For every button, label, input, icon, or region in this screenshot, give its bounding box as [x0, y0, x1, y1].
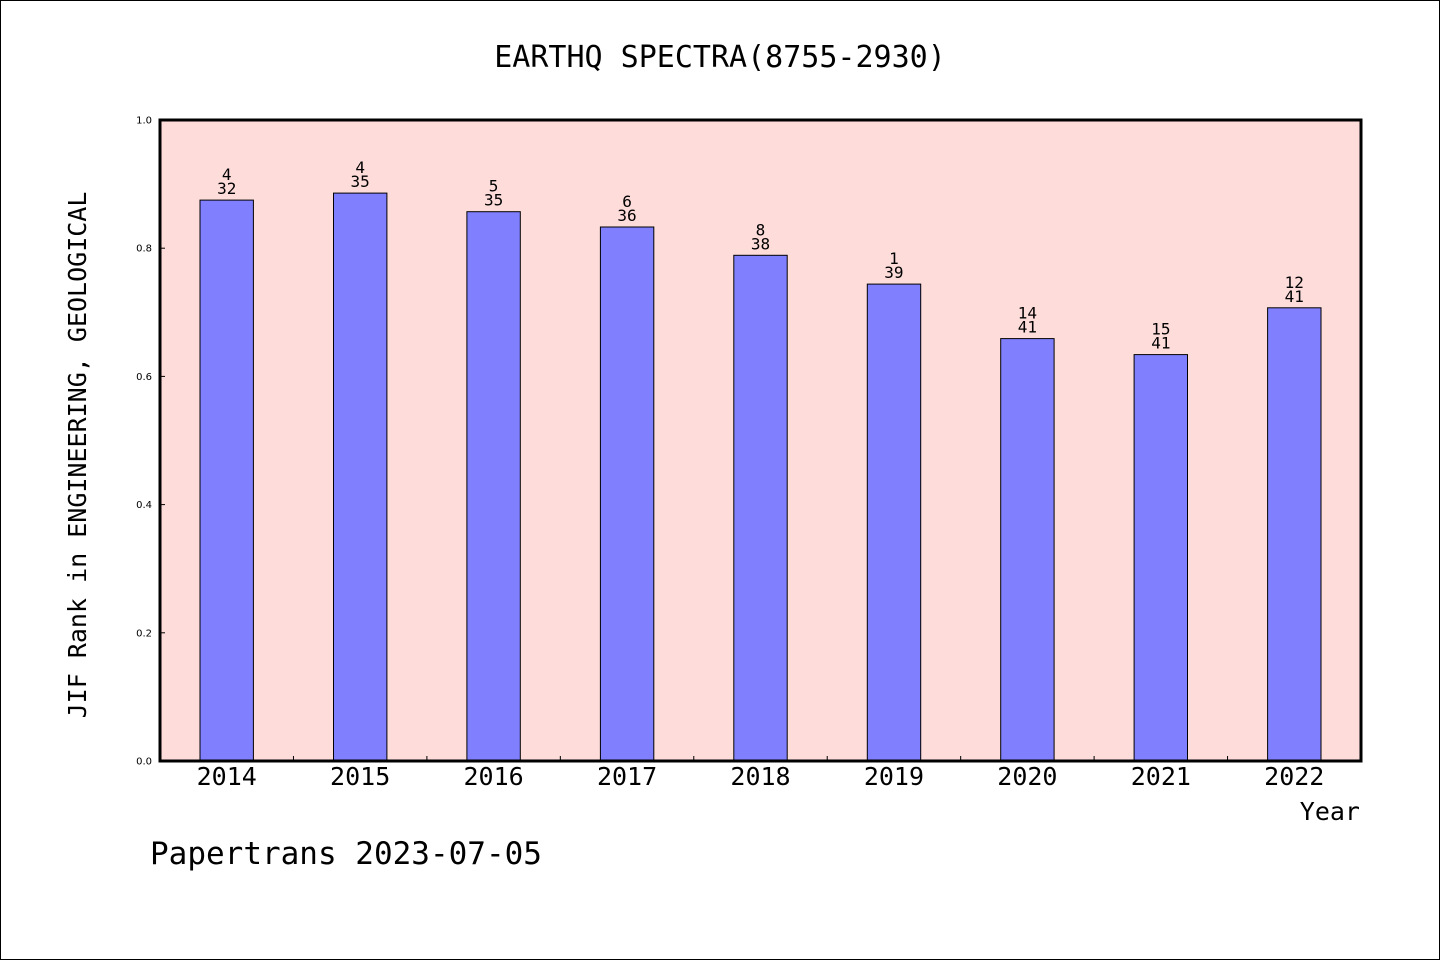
bar-rank-label: 8 [756, 220, 766, 239]
y-tick-label: 0.0 [136, 757, 152, 768]
bar-total-label: 41 [1151, 334, 1170, 353]
x-axis: 2014 2015 2016 2017 2018 2019 2020 2021 2022 [197, 756, 1324, 791]
bar-2017 [599, 226, 655, 762]
bar-total-label: 39 [884, 263, 903, 282]
bar-2015 [333, 192, 388, 762]
x-tick-label: 2019 [864, 762, 924, 791]
bar-rank-label: 5 [489, 177, 499, 196]
x-axis-label: Year [1300, 797, 1360, 826]
y-tick-label: 1.0 [136, 116, 152, 127]
chart-title: EARTHQ SPECTRA(8755-2930) [494, 40, 946, 75]
x-tick-label: 2020 [997, 762, 1057, 791]
bar-rank-label: 4 [355, 158, 365, 177]
bar-2021 [1133, 354, 1188, 762]
bar-2018 [733, 254, 788, 762]
x-tick-label: 2016 [464, 762, 524, 791]
bar-2022 [1267, 307, 1322, 762]
x-tick-label: 2018 [730, 762, 790, 791]
bar-total-label: 32 [217, 179, 236, 198]
y-tick-label: 0.2 [136, 628, 152, 639]
y-axis-label: JIF Rank in ENGINEERING, GEOLOGICAL [63, 192, 92, 719]
bar-2014 [199, 199, 254, 762]
bar-total-label: 41 [1018, 318, 1037, 337]
x-tick-label: 2021 [1131, 762, 1191, 791]
bar-2016 [466, 211, 521, 762]
bar-rank-label: 6 [622, 192, 632, 211]
bar-2020 [1000, 338, 1055, 762]
y-tick-label: 0.6 [136, 372, 152, 383]
bar-total-label: 38 [751, 234, 770, 253]
y-axis: 0.0 0.2 0.4 0.6 0.8 1.0 [136, 116, 165, 768]
x-tick-label: 2014 [197, 762, 257, 791]
footer-text: Papertrans 2023-07-05 [150, 836, 542, 872]
y-tick-label: 0.4 [136, 500, 152, 511]
bar-total-label: 35 [484, 191, 503, 210]
bar-rank-label: 4 [222, 165, 232, 184]
bar-rank-label: 15 [1151, 320, 1170, 339]
bar-total-label: 41 [1285, 287, 1304, 306]
bar-rank-label: 12 [1285, 273, 1304, 292]
x-tick-label: 2017 [597, 762, 657, 791]
bar-2019 [866, 283, 922, 762]
plot-border [158, 118, 1363, 763]
y-tick-label: 0.8 [136, 244, 152, 255]
bar-rank-label: 1 [889, 249, 899, 268]
x-tick-label: 2022 [1264, 762, 1324, 791]
bars-group [199, 192, 1322, 762]
x-tick-label: 2015 [330, 762, 390, 791]
bar-total-label: 35 [351, 172, 370, 191]
bar-rank-label: 14 [1018, 304, 1037, 323]
bar-total-label: 36 [617, 206, 636, 225]
